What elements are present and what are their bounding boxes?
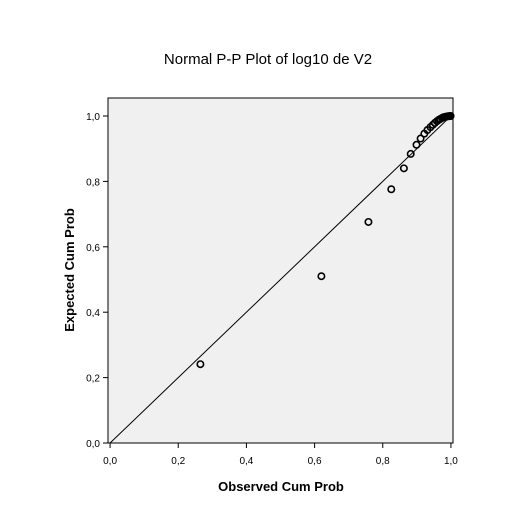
y-tick-label: 0,2 <box>86 374 100 385</box>
data-point <box>412 140 421 149</box>
data-points-layer <box>196 112 455 369</box>
data-point <box>196 360 205 369</box>
chart-title: Normal P-P Plot of log10 de V2 <box>164 51 372 68</box>
data-point <box>387 185 396 194</box>
x-tick-label: 1,0 <box>444 456 458 467</box>
plot-area <box>107 97 454 444</box>
data-point <box>416 134 425 143</box>
y-tick-label: 0,6 <box>86 243 100 254</box>
data-point <box>406 149 415 158</box>
x-tick-label: 0,4 <box>239 456 253 467</box>
x-tick-label: 0,0 <box>103 456 117 467</box>
data-point <box>446 112 455 121</box>
y-tick-label: 1,0 <box>86 112 100 123</box>
x-tick-label: 0,2 <box>171 456 185 467</box>
data-point <box>399 164 408 173</box>
x-tick-label: 0,6 <box>308 456 322 467</box>
y-tick-label: 0,4 <box>86 308 100 319</box>
y-axis-label: Expected Cum Prob <box>62 208 77 332</box>
x-axis-label: Observed Cum Prob <box>218 479 344 494</box>
reference-line-layer <box>109 115 452 444</box>
y-axis-ticks: 0,0 0,2 0,4 0,6 0,8 1,0 <box>86 112 108 450</box>
x-axis-ticks: 0,0 0,2 0,4 0,6 0,8 1,0 <box>103 443 458 467</box>
y-tick-label: 0,8 <box>86 177 100 188</box>
data-point <box>317 272 326 281</box>
data-point <box>364 217 373 226</box>
x-tick-label: 0,8 <box>376 456 390 467</box>
y-tick-label: 0,0 <box>86 439 100 450</box>
reference-line <box>109 115 452 444</box>
